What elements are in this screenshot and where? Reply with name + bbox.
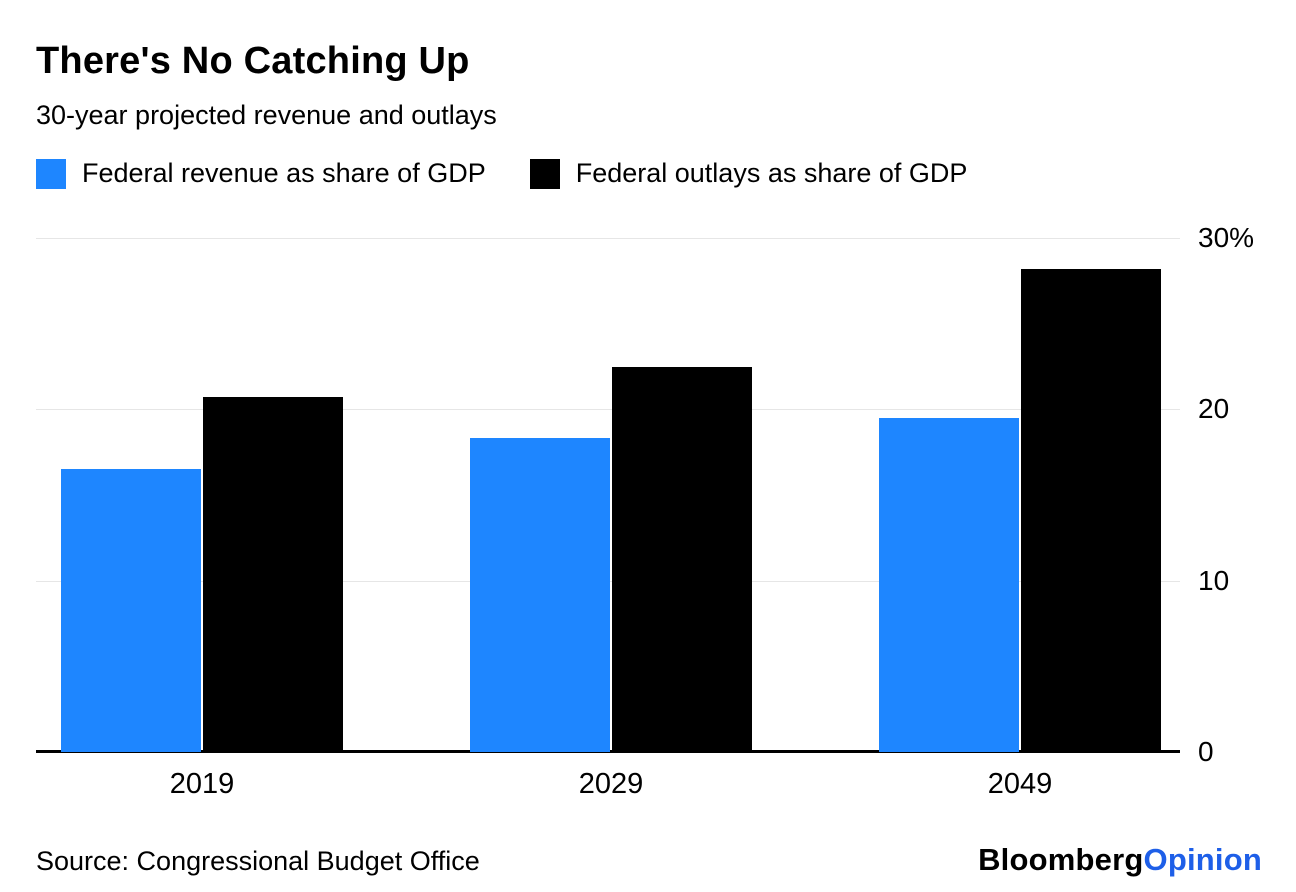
x-tick-2049: 2049: [987, 768, 1053, 800]
legend-item-outlays: Federal outlays as share of GDP: [529, 158, 968, 189]
bar-revenue-2019: [61, 469, 201, 752]
bloomberg-opinion-logo: BloombergOpinion: [978, 842, 1262, 878]
logo-opinion: Opinion: [1143, 842, 1262, 877]
y-tick-20: 20: [1198, 393, 1230, 425]
x-axis-labels: 2019 2029 2049: [36, 768, 1180, 801]
gridline-30: [36, 238, 1180, 239]
y-axis-labels: 30% 20 10 0: [1198, 222, 1288, 767]
revenue-swatch-icon: [36, 158, 66, 189]
gridline-20: [36, 409, 1180, 411]
plot-area: [36, 238, 1180, 753]
source-credit: Source: Congressional Budget Office: [36, 846, 480, 876]
legend-label-outlays: Federal outlays as share of GDP: [575, 158, 968, 188]
bar-outlays-2049: [1021, 268, 1161, 752]
y-tick-10: 10: [1198, 564, 1230, 596]
bar-outlays-2029: [612, 366, 752, 752]
x-tick-2019: 2019: [169, 768, 235, 800]
y-tick-30: 30%: [1198, 222, 1255, 253]
legend: Federal revenue as share of GDP Federal …: [36, 158, 967, 189]
x-tick-2029: 2029: [578, 768, 644, 800]
bar-revenue-2049: [879, 417, 1019, 752]
bar-groups: [36, 238, 1180, 752]
legend-label-revenue: Federal revenue as share of GDP: [82, 158, 486, 188]
logo-bloomberg: Bloomberg: [978, 842, 1144, 877]
bar-group-2029: [469, 238, 753, 752]
chart-title: There's No Catching Up: [36, 40, 470, 82]
bar-group-2019: [60, 238, 344, 752]
legend-item-revenue: Federal revenue as share of GDP: [36, 158, 486, 189]
y-tick-0: 0: [1198, 736, 1214, 767]
outlays-swatch-icon: [529, 158, 560, 189]
bar-group-2049: [878, 238, 1162, 752]
bar-outlays-2019: [203, 397, 343, 752]
bar-revenue-2029: [470, 438, 610, 752]
chart-subtitle: 30-year projected revenue and outlays: [36, 100, 497, 130]
